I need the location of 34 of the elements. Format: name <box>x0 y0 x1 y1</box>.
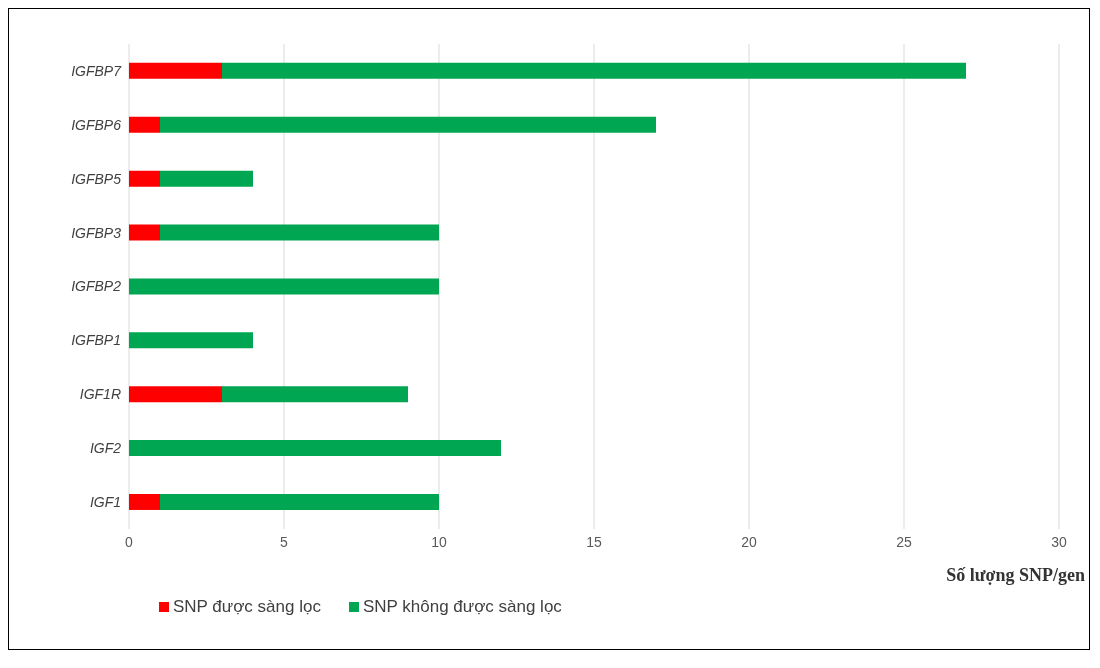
x-tick-label: 30 <box>1051 533 1067 550</box>
y-tick-label: IGFBP1 <box>71 332 121 349</box>
y-tick-label: IGFBP7 <box>71 62 123 79</box>
bar <box>160 493 439 510</box>
bar <box>222 386 408 403</box>
legend-label: SNP được sàng lọc <box>173 597 321 617</box>
x-tick-label: 15 <box>586 533 602 550</box>
y-tick-label: IGF1 <box>89 494 121 511</box>
x-tick-label: 25 <box>896 533 912 550</box>
y-tick-label: IGFBP2 <box>71 278 122 295</box>
bar <box>129 116 160 133</box>
x-tick-label: 5 <box>280 533 289 550</box>
bar <box>129 170 160 187</box>
bar <box>129 224 160 241</box>
bar <box>129 386 222 403</box>
y-tick-label: IGFBP6 <box>71 116 122 133</box>
legend-label: SNP không được sàng lọc <box>362 597 562 617</box>
x-tick-label: 0 <box>125 533 134 550</box>
bar <box>129 62 222 79</box>
bar <box>160 170 253 187</box>
bar <box>222 62 966 79</box>
y-tick-label: IGFBP3 <box>71 224 122 241</box>
x-tick-label: 20 <box>741 533 757 550</box>
bar <box>129 440 501 457</box>
bar <box>160 116 656 133</box>
bar <box>129 278 439 295</box>
x-tick-label: 10 <box>431 533 447 550</box>
bar <box>129 493 160 510</box>
bar <box>160 224 439 241</box>
x-axis-title: Số lượng SNP/gen <box>946 565 1085 586</box>
y-tick-label: IGF1R <box>79 386 121 403</box>
y-tick-label: IGFBP5 <box>71 170 122 187</box>
bar <box>129 332 253 349</box>
y-tick-label: IGF2 <box>89 440 122 457</box>
